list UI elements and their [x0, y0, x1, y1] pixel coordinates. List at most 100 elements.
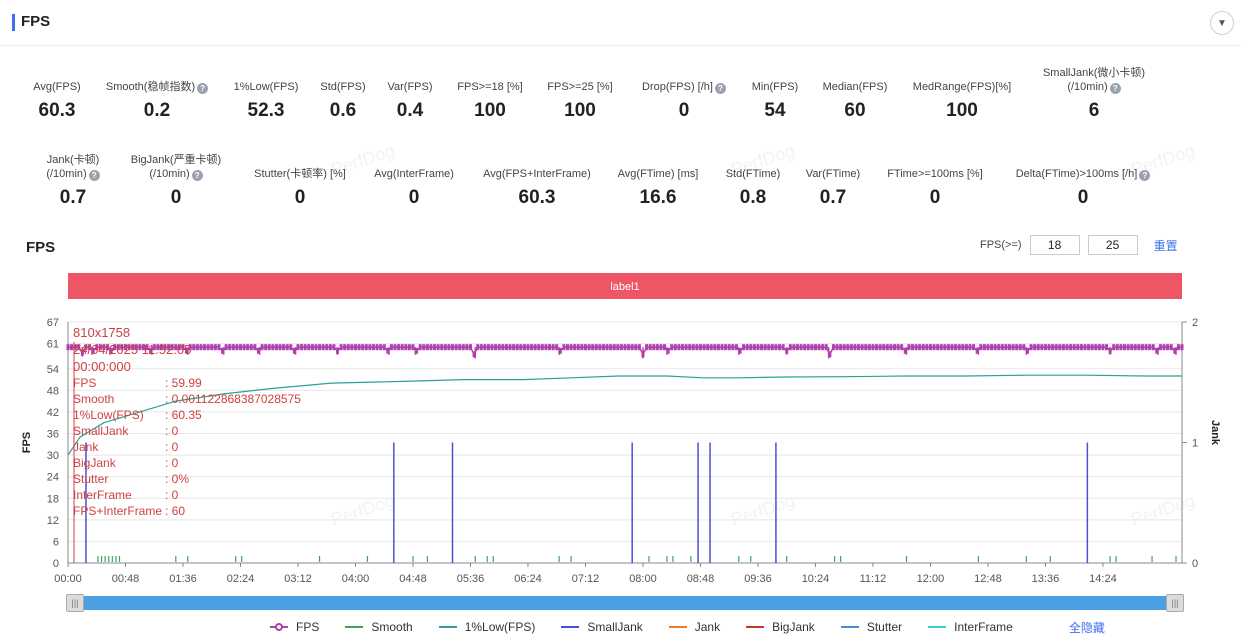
fps-point: [519, 344, 523, 351]
fps-point: [393, 344, 397, 351]
legend-item[interactable]: Stutter: [840, 620, 902, 634]
fps-point: [389, 344, 393, 351]
fps-point: [332, 344, 336, 351]
slider-right-handle[interactable]: |||: [1166, 594, 1184, 612]
fps-point: [515, 344, 519, 351]
hide-all-link[interactable]: 全隐藏: [1068, 620, 1105, 635]
fps-point: [788, 344, 792, 351]
metric-value: 0: [408, 187, 420, 208]
fps-point: [397, 344, 401, 351]
tooltip-key: 1%Low(FPS): [73, 408, 144, 422]
fps-point: [925, 344, 929, 351]
fps-point: [73, 344, 77, 351]
help-icon[interactable]: ?: [1139, 170, 1151, 181]
x-tick-label: 05:36: [457, 573, 485, 585]
legend-swatch: [668, 622, 687, 632]
legend-item[interactable]: FPS: [270, 620, 319, 634]
fps-point: [601, 344, 605, 351]
fps-point: [422, 344, 426, 351]
y-tick-label: 54: [47, 364, 59, 376]
fps-threshold-1-input[interactable]: [1029, 235, 1080, 255]
legend-item[interactable]: 1%Low(FPS): [438, 620, 536, 634]
fps-point: [1158, 344, 1162, 351]
fps-point: [817, 344, 821, 351]
y-tick-label: 0: [53, 558, 59, 570]
legend-label: 1%Low(FPS): [464, 620, 536, 634]
fps-point: [1072, 344, 1076, 351]
fps-point: [256, 347, 260, 354]
fps-point: [1151, 344, 1155, 351]
tooltip-key: InterFrame: [73, 488, 132, 502]
tooltip-row: FPS+InterFrame: 60: [73, 503, 301, 519]
fps-point: [163, 344, 167, 351]
fps-point: [702, 344, 706, 351]
help-icon[interactable]: ?: [191, 170, 203, 181]
fps-point: [1043, 344, 1047, 351]
fps-point: [411, 344, 415, 351]
slider-left-handle[interactable]: |||: [66, 594, 84, 612]
fps-point: [497, 344, 501, 351]
metric-value: 0: [929, 187, 941, 208]
chevron-down-icon[interactable]: ▼: [1210, 11, 1234, 35]
help-icon[interactable]: ?: [197, 83, 209, 94]
fps-point: [1000, 344, 1004, 351]
fps-threshold-2-input[interactable]: [1087, 235, 1138, 255]
help-icon[interactable]: ?: [714, 83, 726, 94]
fps-point: [936, 344, 940, 351]
metric-label: Std(FPS): [320, 81, 366, 93]
fps-point: [1180, 344, 1184, 351]
metric-card: Smooth(稳帧指数)? 0.2: [67, 80, 247, 122]
metric-card: 1%Low(FPS) 52.3: [176, 80, 356, 122]
fps-point: [961, 344, 965, 351]
fps-point: [1083, 344, 1087, 351]
fps-point: [558, 347, 562, 354]
fps-point: [418, 344, 422, 351]
fps-point: [242, 344, 246, 351]
tooltip-value: : 0%: [165, 472, 190, 486]
fps-point: [353, 344, 357, 351]
fps-point: [1176, 344, 1180, 351]
legend-label: Jank: [694, 620, 721, 634]
reset-link[interactable]: 重置: [1153, 238, 1178, 253]
fps-point: [623, 344, 627, 351]
fps-point: [562, 344, 566, 351]
fps-point: [88, 344, 92, 351]
metric-card: MedRange(FPS)[%] 100: [872, 80, 1052, 122]
fps-point: [1101, 344, 1105, 351]
legend-item[interactable]: InterFrame: [928, 620, 1013, 634]
fps-point: [720, 344, 724, 351]
fps-point: [849, 344, 853, 351]
fps-point: [576, 344, 580, 351]
fps-point: [885, 344, 889, 351]
fps-point: [1094, 344, 1098, 351]
legend-item[interactable]: SmallJank: [561, 620, 643, 634]
metric-value: 54: [764, 100, 786, 121]
fps-point: [846, 344, 850, 351]
legend-item[interactable]: BigJank: [746, 620, 815, 634]
fps-point: [677, 344, 681, 351]
fps-point: [964, 344, 968, 351]
tooltip-key: Stutter: [73, 472, 109, 486]
fps-point: [738, 347, 742, 354]
help-icon[interactable]: ?: [1109, 83, 1121, 94]
fps-point: [591, 344, 595, 351]
fps-point: [379, 344, 383, 351]
y2-tick-label: 0: [1192, 558, 1198, 570]
fps-point: [1040, 344, 1044, 351]
metric-value: 52.3: [247, 100, 285, 121]
metric-card: BigJank(严重卡顿) (/10min)? 0: [86, 153, 266, 209]
fps-point: [292, 347, 296, 354]
fps-point: [504, 344, 508, 351]
fps-point: [192, 344, 196, 351]
help-icon[interactable]: ?: [88, 170, 100, 181]
legend-item[interactable]: Smooth: [345, 620, 413, 634]
fps-point: [939, 344, 943, 351]
metric-card: Std(FPS) 0.6: [253, 80, 433, 122]
zoom-slider[interactable]: ||| |||: [66, 594, 1184, 612]
fps-point: [1029, 344, 1033, 351]
fps-point: [587, 344, 591, 351]
legend-item[interactable]: Jank: [668, 620, 721, 634]
metric-label: Std(FTime): [725, 168, 781, 180]
fps-point: [271, 344, 275, 351]
